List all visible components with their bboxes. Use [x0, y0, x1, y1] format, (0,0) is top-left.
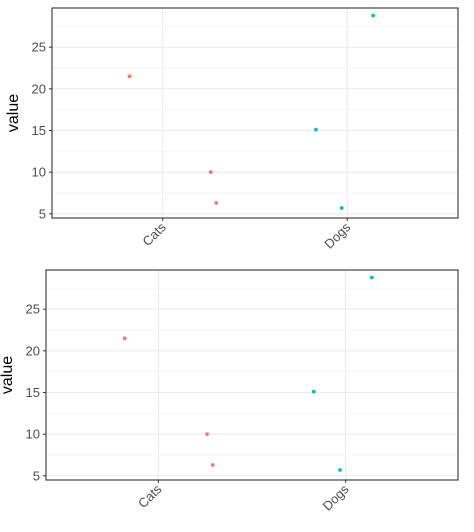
- plot-background: [46, 270, 458, 480]
- data-point-cats: [205, 432, 209, 437]
- data-point-cats: [127, 74, 132, 79]
- data-point-cats: [210, 463, 215, 467]
- y-tick-label: 20: [32, 81, 46, 96]
- data-point-cats: [122, 336, 127, 341]
- panel-border: [45, 269, 459, 481]
- y-tick-label: 10: [26, 427, 40, 442]
- x-tick-label: Cats: [139, 219, 169, 249]
- y-tick-label: 15: [32, 123, 46, 138]
- y-tick-label: 10: [32, 165, 46, 180]
- data-point-dogs: [314, 127, 318, 132]
- data-point-dogs: [371, 13, 376, 18]
- data-point-dogs: [311, 389, 316, 394]
- y-axis-title: value: [5, 94, 22, 132]
- y-tick-label: 15: [26, 385, 40, 400]
- data-point-dogs: [369, 275, 374, 280]
- chart-panel-2: 5 10 15 20 25 Cats Dogs value: [0, 269, 459, 514]
- y-tick-label: 25: [32, 40, 46, 55]
- x-tick-label: Cats: [135, 481, 165, 511]
- x-tick-label: Dogs: [321, 219, 353, 251]
- data-point-dogs: [339, 206, 344, 210]
- data-point-cats: [214, 201, 219, 205]
- x-tick-label: Dogs: [320, 481, 352, 513]
- chart-panel-1: 5 10 15 20 25 Cats Dogs value: [5, 7, 459, 252]
- y-tick-label: 20: [26, 343, 40, 358]
- y-tick-label: 5: [33, 468, 40, 483]
- data-point-dogs: [338, 468, 342, 472]
- panel-border: [51, 7, 459, 219]
- y-tick-label: 25: [26, 302, 40, 317]
- plot-background: [52, 8, 458, 218]
- data-point-cats: [208, 170, 213, 175]
- y-axis-title: value: [0, 356, 16, 394]
- y-tick-label: 5: [39, 206, 46, 221]
